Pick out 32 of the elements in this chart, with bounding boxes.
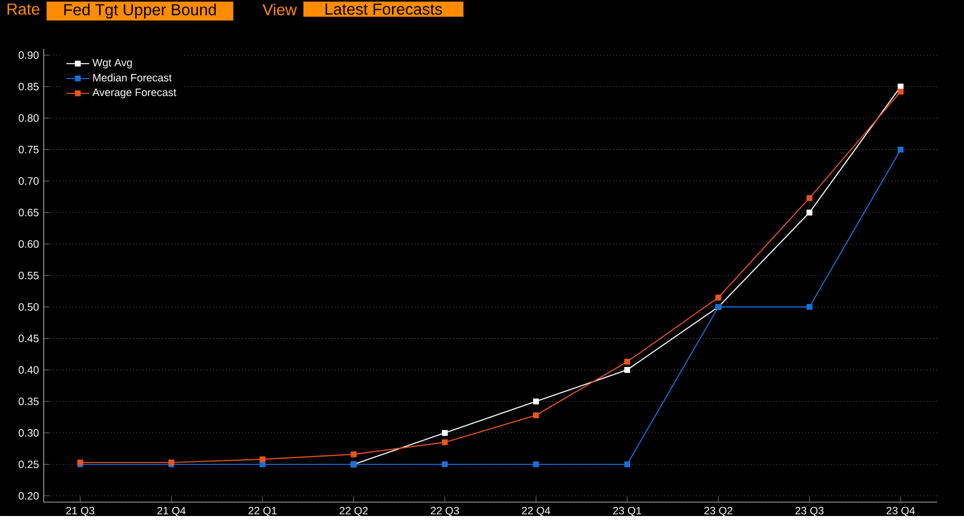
y-tick-label: 0.50 xyxy=(18,303,39,311)
text: Latest Forecasts xyxy=(326,4,442,15)
x-tick-label: 22 Q1 xyxy=(248,506,277,516)
x-tick-label: 21 Q3 xyxy=(66,506,94,516)
y-tick-label: 0.60 xyxy=(18,240,39,248)
x-tick-label: 22 Q2 xyxy=(340,506,368,516)
y-tick-label: 0.65 xyxy=(18,208,39,216)
x-tick-label: 22 Q4 xyxy=(522,506,550,516)
legend-label: Median Forecast xyxy=(93,74,172,82)
y-tick-label: 0.45 xyxy=(18,334,39,342)
y-tick-label: 0.80 xyxy=(18,114,39,122)
x-tick-label: 22 Q3 xyxy=(430,506,459,516)
y-tick-label: 0.70 xyxy=(18,177,39,185)
y-tick-label: 0.75 xyxy=(18,146,39,154)
y-tick-label: 0.30 xyxy=(18,429,39,437)
x-tick-label: 23 Q4 xyxy=(886,506,915,516)
y-tick-label: 0.55 xyxy=(18,272,39,280)
x-tick-label: 23 Q2 xyxy=(704,506,732,516)
y-tick-label: 0.85 xyxy=(18,82,39,90)
text: Rate xyxy=(8,4,40,15)
legend-label: Wgt Avg xyxy=(92,59,132,69)
y-tick-label: 0.90 xyxy=(18,51,39,60)
text: Fed Tgt Upper Bound xyxy=(64,4,216,19)
x-tick-label: 23 Q3 xyxy=(795,506,824,516)
y-tick-label: 0.20 xyxy=(18,492,39,500)
y-tick-label: 0.40 xyxy=(18,366,39,374)
x-tick-label: 23 Q1 xyxy=(613,506,642,516)
legend-label: Average Forecast xyxy=(92,88,176,98)
x-tick-label: 21 Q4 xyxy=(157,506,186,516)
y-tick-label: 0.35 xyxy=(18,398,39,406)
y-tick-label: 0.25 xyxy=(18,460,39,468)
text: View xyxy=(262,4,297,16)
